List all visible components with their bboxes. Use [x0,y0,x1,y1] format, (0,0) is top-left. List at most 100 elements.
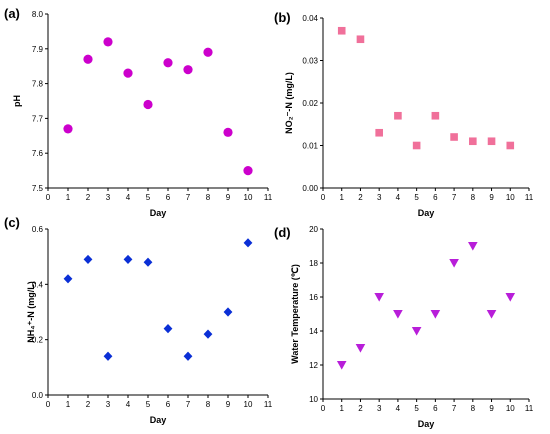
data-point [431,111,440,120]
x-axis-label: Day [418,419,435,429]
x-tick-label: 2 [358,404,363,413]
y-axis-label: NO₂⁻-N (mg/L) [284,72,294,134]
y-tick-label: 12 [309,361,318,370]
data-point [243,238,253,248]
y-tick-label: 16 [309,293,318,302]
x-tick-label: 10 [244,193,253,202]
x-tick-label: 0 [46,400,51,409]
y-tick-label: 8.0 [32,10,44,19]
data-point [143,99,153,110]
data-point [337,26,346,35]
data-point [468,242,478,251]
x-tick-label: 11 [525,193,534,202]
x-tick-label: 9 [226,193,231,202]
x-tick-label: 5 [146,400,151,409]
y-tick-label: 18 [309,259,318,268]
panel-label: (c) [4,215,20,230]
y-tick-label: 7.5 [32,184,44,193]
data-point [506,141,515,150]
x-tick-label: 11 [264,193,273,202]
y-axis-label: pH [12,95,22,107]
x-tick-label: 0 [46,193,51,202]
x-tick-label: 8 [471,404,476,413]
x-tick-label: 1 [340,404,345,413]
x-tick-label: 0 [321,193,326,202]
x-tick-label: 6 [433,193,438,202]
data-point [430,310,441,319]
data-point [63,274,73,284]
data-point [183,351,193,361]
data-point [393,310,403,319]
data-point [486,310,497,319]
y-tick-label: 0.4 [32,280,44,289]
x-tick-label: 8 [206,193,211,202]
x-axis-label: Day [418,208,435,218]
panel-3: (c) 0 1 2 3 4 5 6 7 8 9 10 11 0.0 0.2 0.4 0.6 Day NH₄⁺-N (… [4,215,273,425]
x-axis-label: Day [150,415,167,425]
x-tick-label: 6 [433,404,438,413]
y-tick-label: 0.6 [32,225,44,234]
x-tick-label: 8 [471,193,476,202]
data-point [163,58,173,68]
y-tick-label: 0.02 [302,99,318,108]
y-tick-label: 0.00 [302,184,318,193]
y-tick-label: 20 [309,225,318,234]
data-point [223,127,233,137]
y-tick-label: 7.9 [32,45,44,54]
x-tick-label: 1 [66,400,71,409]
data-point [83,254,93,265]
data-point [375,128,383,137]
y-tick-label: 7.6 [32,149,44,158]
x-tick-label: 2 [86,400,91,409]
x-tick-label: 7 [186,193,191,202]
x-tick-label: 1 [340,193,345,202]
x-tick-label: 6 [166,400,171,409]
x-tick-label: 9 [489,193,494,202]
data-point [394,111,402,120]
data-point [469,137,477,146]
data-point [449,259,459,268]
data-point [103,37,113,47]
data-point [355,344,366,353]
y-axis-label: Water Temperature (℃) [290,264,300,364]
y-tick-label: 0.0 [32,391,44,400]
data-point [63,124,73,134]
data-point [450,133,458,141]
panel-2: (b) 0 1 2 3 4 5 6 7 8 9 10 11 0.00 0.01 0.02 0.03 0.04 Day… [274,10,534,218]
data-point [183,65,193,75]
x-axis-label: Day [150,208,167,218]
y-tick-label: 7.7 [32,114,44,123]
y-tick-label: 0.04 [302,14,318,23]
data-point [487,137,496,146]
panel-label: (b) [274,10,291,25]
x-tick-label: 5 [414,193,419,202]
panel-label: (a) [4,6,20,21]
y-tick-label: 7.8 [32,80,44,89]
x-tick-label: 5 [414,404,419,413]
x-tick-label: 4 [396,193,401,202]
data-point [203,47,213,57]
data-point [163,324,173,334]
y-tick-label: 0.03 [302,57,318,66]
x-tick-label: 10 [506,193,515,202]
data-point [223,307,233,317]
x-tick-label: 3 [106,400,111,409]
panel-label: (d) [274,225,291,240]
data-point [143,257,153,267]
x-tick-label: 0 [321,404,326,413]
y-tick-label: 0.2 [32,336,44,345]
panel-1: (a) 0 1 2 3 4 5 6 7 8 9 10 11 7.5 7.6 7.7 7.8 7.9 8.0 Day pH [4,6,273,218]
y-tick-label: 0.01 [302,142,318,151]
data-point [103,351,113,361]
x-tick-label: 7 [452,193,457,202]
x-tick-label: 1 [66,193,71,202]
x-tick-label: 9 [226,400,231,409]
y-tick-label: 10 [309,395,318,404]
data-point [123,68,133,78]
data-point [411,327,422,336]
data-point [203,329,213,339]
x-tick-label: 4 [396,404,401,413]
x-tick-label: 5 [146,193,151,202]
y-tick-label: 14 [309,327,318,336]
